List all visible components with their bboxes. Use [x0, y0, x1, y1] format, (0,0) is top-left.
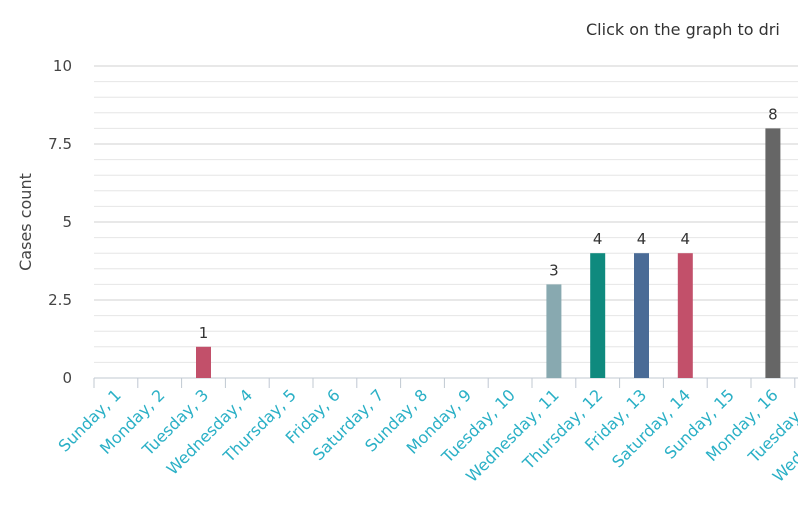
y-tick-label: 10	[53, 57, 72, 75]
data-label: 4	[593, 230, 603, 248]
bar[interactable]	[546, 284, 562, 378]
data-label: 3	[549, 261, 559, 279]
bar[interactable]	[590, 253, 606, 378]
y-tick-label: 2.5	[48, 291, 72, 309]
bar[interactable]	[677, 253, 693, 378]
bar[interactable]	[634, 253, 649, 378]
drilldown-hint: Click on the graph to dri	[586, 20, 780, 39]
data-label: 1	[199, 324, 209, 342]
data-label: 4	[681, 230, 691, 248]
y-axis-label: Cases count	[16, 173, 35, 271]
y-tick-label: 5	[62, 213, 72, 231]
y-tick-label: 7.5	[48, 135, 72, 153]
bar[interactable]	[765, 128, 781, 378]
bar[interactable]	[196, 346, 211, 378]
data-label: 4	[637, 230, 647, 248]
data-label: 8	[768, 105, 778, 123]
y-tick-label: 0	[62, 369, 72, 387]
